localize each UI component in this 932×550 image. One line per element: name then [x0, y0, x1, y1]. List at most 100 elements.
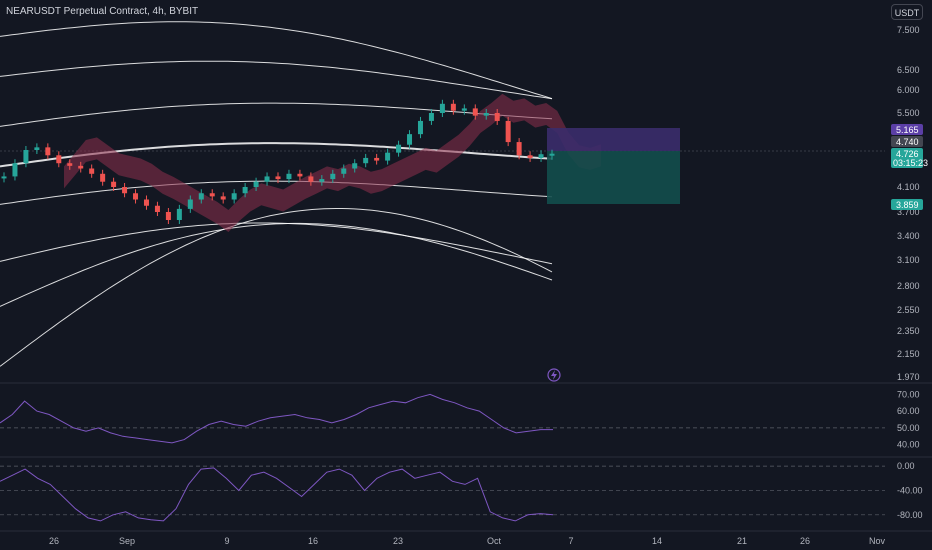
candle-body — [428, 113, 434, 121]
price-tick-label: 2.550 — [897, 305, 920, 315]
candle-body — [264, 176, 270, 182]
candle-body — [286, 173, 292, 180]
candle-body — [352, 163, 358, 169]
candle-body — [494, 113, 500, 121]
candle-body — [538, 154, 544, 158]
price-tick-label: 2.350 — [897, 326, 920, 336]
candle-body — [363, 157, 369, 164]
countdown-tag: 03:15:23 — [893, 158, 928, 168]
candle-body — [461, 108, 467, 111]
candle-body — [1, 176, 7, 179]
envelope-band — [0, 208, 553, 367]
candle-body — [308, 176, 314, 182]
currency-button[interactable]: USDT — [891, 4, 923, 20]
candle-body — [319, 179, 325, 182]
candle-layer — [1, 99, 555, 224]
candle-body — [165, 212, 171, 220]
price-tick-label: 1.970 — [897, 372, 920, 382]
oscillator-tick-label: 0.00 — [897, 461, 915, 471]
indicator-panes: 70.00 60.00 50.00 40.00 0.00 -40.00 -80.00 — [0, 389, 923, 522]
entry-price-tag: 4.740 — [896, 137, 919, 147]
chart-title: NEARUSDT Perpetual Contract, 4h, BYBIT — [6, 6, 199, 17]
price-tick-label: 2.800 — [897, 281, 920, 291]
candle-body — [341, 168, 347, 174]
envelope-band — [0, 102, 553, 127]
oscillator-line — [0, 467, 554, 522]
target-price-tag-bg — [891, 199, 923, 210]
price-tick-label: 2.150 — [897, 349, 920, 359]
take-profit-zone — [547, 151, 680, 204]
candle-body — [198, 193, 204, 200]
stop-loss-zone — [547, 128, 680, 151]
candle-body — [275, 176, 281, 180]
target-price-tag: 3.859 — [896, 200, 919, 210]
candle-body — [297, 173, 303, 177]
candle-body — [12, 163, 18, 177]
rsi-line — [0, 393, 553, 444]
envelope-band — [0, 60, 553, 100]
time-tick-label: 9 — [224, 536, 229, 546]
price-tick-label: 6.500 — [897, 65, 920, 75]
candle-body — [67, 163, 73, 166]
candle-body — [549, 153, 555, 156]
candle-body — [154, 205, 160, 212]
envelope-band — [0, 222, 553, 265]
oscillator-tick-label: -40.00 — [897, 485, 923, 495]
rsi-tick-label: 40.00 — [897, 440, 920, 450]
price-tick-label: 4.100 — [897, 182, 920, 192]
candle-body — [111, 181, 117, 187]
price-axis: 7.500 6.500 6.000 5.500 4.100 3.700 3.400 3.100… — [897, 25, 920, 382]
candle-body — [231, 193, 237, 200]
price-tick-label: 6.000 — [897, 85, 920, 95]
candle-body — [143, 199, 149, 206]
candle-body — [472, 108, 478, 116]
candle-body — [220, 196, 226, 200]
candle-body — [396, 144, 402, 153]
time-tick-label: 7 — [568, 536, 573, 546]
candle-body — [242, 187, 248, 194]
candle-body — [374, 157, 380, 161]
candle-body — [176, 208, 182, 220]
envelope-band — [0, 180, 553, 205]
candle-body — [23, 150, 29, 164]
candle-body — [385, 152, 391, 161]
entry-price-tag-bg — [891, 136, 923, 147]
time-tick-label: Oct — [487, 536, 502, 546]
time-tick-label: 16 — [308, 536, 318, 546]
candle-body — [100, 173, 106, 182]
candle-body — [187, 199, 193, 209]
time-tick-label: Sep — [119, 536, 135, 546]
candle-body — [34, 147, 40, 150]
time-axis: 26 Sep 9 16 23 Oct 7 14 21 26 Nov — [49, 536, 886, 546]
rsi-tick-label: 60.00 — [897, 406, 920, 416]
cloud-area — [64, 93, 601, 232]
candle-body — [89, 168, 95, 174]
price-tick-label: 3.700 — [897, 207, 920, 217]
oscillator-tick-label: -80.00 — [897, 510, 923, 520]
candle-body — [78, 165, 84, 169]
candle-body — [505, 120, 511, 143]
candle-body — [330, 173, 336, 180]
time-tick-label: 26 — [800, 536, 810, 546]
envelope-band — [0, 21, 553, 100]
candle-body — [417, 120, 423, 135]
price-tick-label: 7.500 — [897, 25, 920, 35]
rsi-tick-label: 50.00 — [897, 423, 920, 433]
last-price-tag: 4.726 — [896, 149, 919, 159]
time-tick-label: 26 — [49, 536, 59, 546]
price-tick-label: 5.500 — [897, 108, 920, 118]
price-tick-label: 3.100 — [897, 255, 920, 265]
grid-layer — [0, 150, 932, 532]
candle-body — [450, 103, 456, 111]
lightning-icon[interactable] — [547, 368, 561, 382]
candle-body — [483, 113, 489, 116]
time-tick-label: 14 — [652, 536, 662, 546]
candle-body — [253, 181, 259, 187]
position-zones — [547, 128, 680, 204]
price-tick-label: 3.400 — [897, 231, 920, 241]
candle-body — [45, 147, 51, 156]
stop-price-tag-bg — [891, 124, 923, 135]
